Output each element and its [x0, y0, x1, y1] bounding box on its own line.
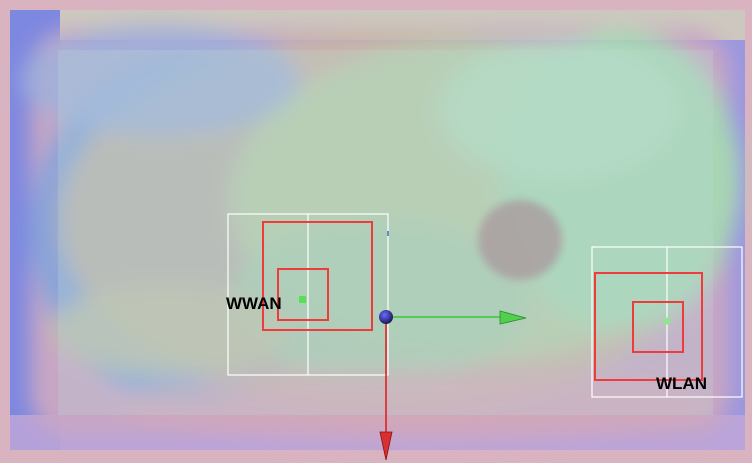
wlan-marker[interactable]: [664, 318, 671, 325]
gizmo-origin-handle[interactable]: [379, 310, 393, 324]
wwan-label: WWAN: [226, 295, 282, 312]
wlan-label: WLAN: [656, 375, 707, 392]
wwan-marker[interactable]: [299, 296, 306, 303]
